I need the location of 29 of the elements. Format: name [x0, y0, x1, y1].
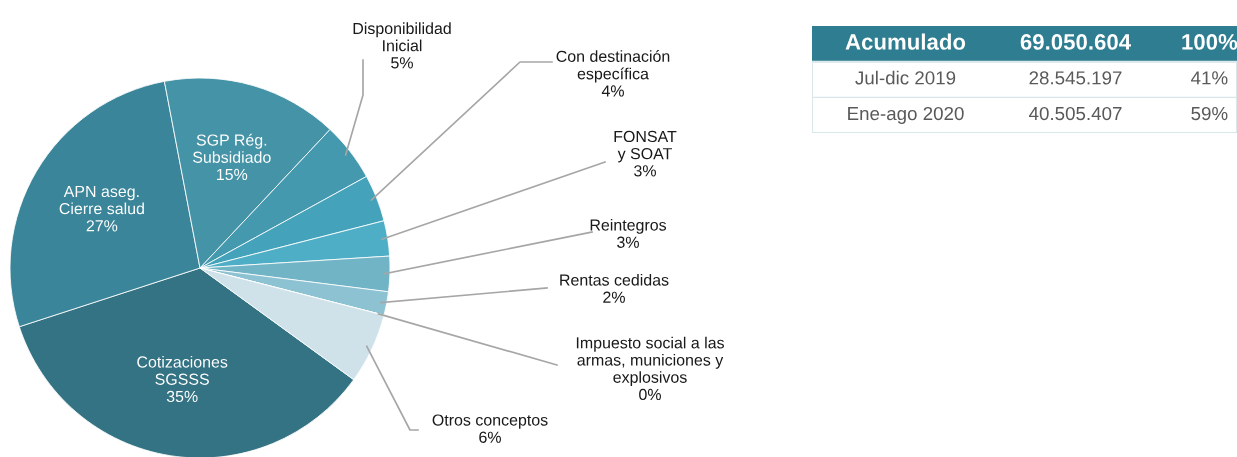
text: 28.545.197 — [1029, 71, 1122, 85]
category-label: Acumulado — [845, 33, 966, 50]
slice-label: Otros conceptos — [432, 414, 548, 429]
text: 0% — [639, 388, 661, 401]
text: 40.505.407 — [1029, 106, 1122, 121]
slice-label: Reintegros — [590, 218, 667, 234]
data-label: 27% — [86, 220, 118, 232]
text: 100% — [1182, 34, 1237, 50]
slice-label: SGP Rég. Subsidiado — [193, 133, 271, 163]
slice-label: FONSAT y SOAT — [614, 130, 677, 163]
data-label: 2% — [603, 291, 625, 303]
text: 69.050.604 — [1020, 34, 1131, 50]
data-label: 15% — [217, 168, 248, 181]
slice-label: Disponibilidad Inicial — [353, 22, 451, 52]
data-label: 3% — [634, 165, 656, 177]
text: 41% — [1191, 71, 1228, 85]
category-label: Ene-ago 2020 — [848, 106, 964, 124]
slice-label: Cotizaciones SGSSS — [137, 355, 228, 385]
text: 59% — [1191, 106, 1228, 121]
category-label: Jul-dic 2019 — [855, 70, 956, 85]
data-label: 3% — [617, 236, 639, 248]
slice-label: Rentas cedidas — [560, 273, 669, 286]
data-label: 4% — [601, 85, 624, 97]
slice-label: Con destinación específica — [556, 50, 670, 83]
data-label: 5% — [391, 57, 413, 69]
data-label: 35% — [166, 390, 198, 403]
data-label: 6% — [479, 431, 501, 443]
slice-label: APN aseg. Cierre salud — [59, 185, 144, 215]
category-label: Impuesto social a las armas, municiones y explosivos — [576, 336, 724, 387]
